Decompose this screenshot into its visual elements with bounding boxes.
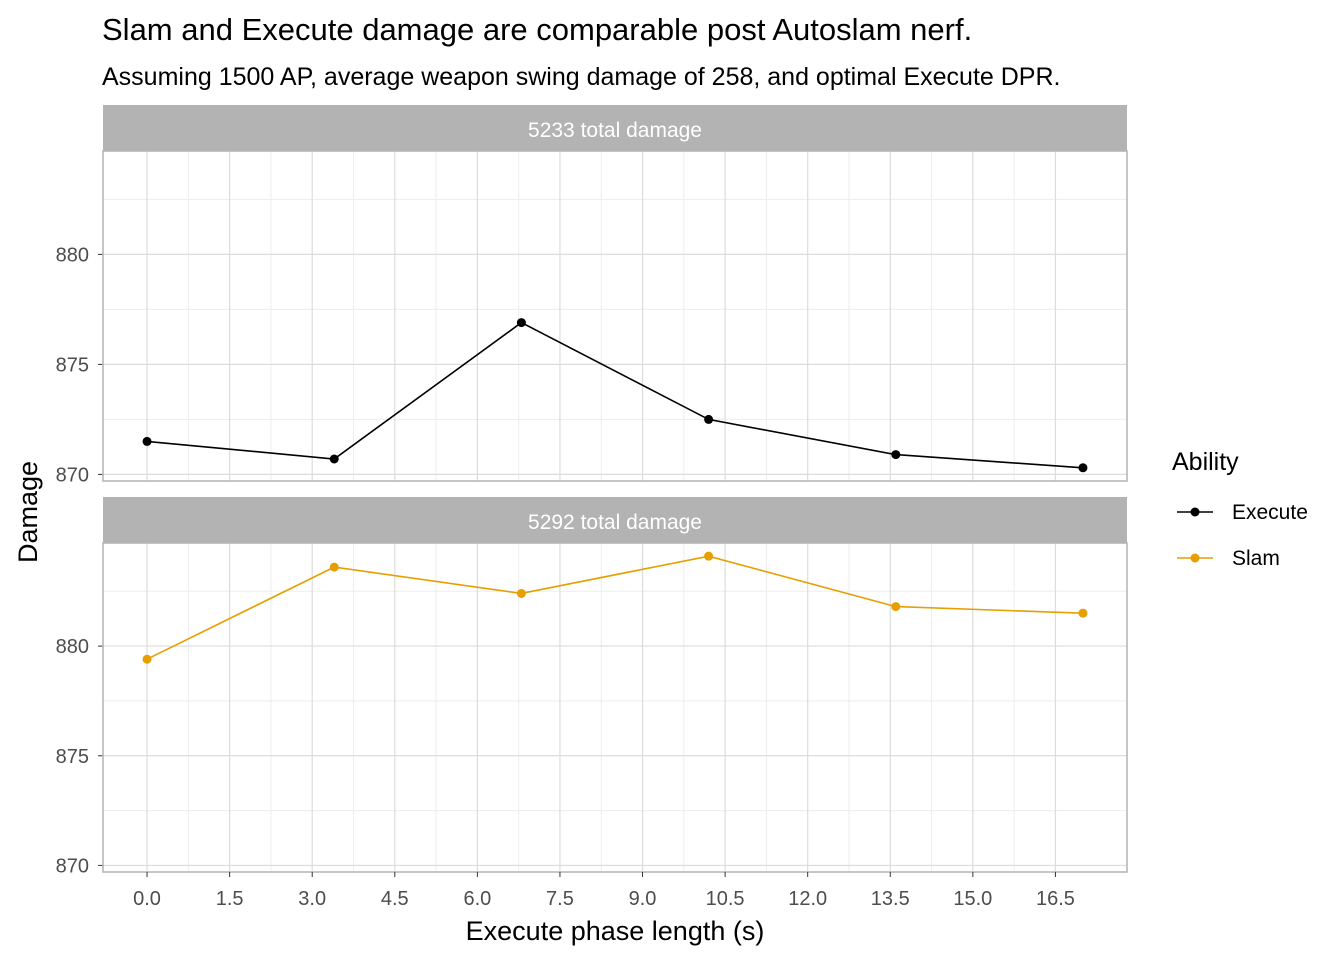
data-point <box>704 414 714 424</box>
legend-key-point <box>1190 553 1200 563</box>
legend-item-slam: Slam <box>1177 547 1280 570</box>
y-tick-label: 870 <box>56 855 89 877</box>
data-point <box>329 562 339 572</box>
y-tick-label: 880 <box>56 244 89 266</box>
legend-title: Ability <box>1172 448 1239 476</box>
facet-strip <box>103 497 1127 543</box>
x-tick-label: 4.5 <box>381 888 409 910</box>
x-tick-label: 3.0 <box>298 888 326 910</box>
plot-area: 5233 total damage 870 875 880 5292 total dam… <box>56 105 1128 910</box>
chart-title: Slam and Execute damage are comparable p… <box>102 12 972 47</box>
panel-border <box>102 542 1128 873</box>
data-point <box>329 454 339 464</box>
chart-subtitle: Assuming 1500 AP, average weapon swing d… <box>102 63 1060 91</box>
x-tick-label: 0.0 <box>133 888 161 910</box>
legend-key-point <box>1190 507 1200 517</box>
facet-strip-label: 5292 total damage <box>528 511 702 534</box>
x-tick-label: 16.5 <box>1036 888 1075 910</box>
legend-label: Slam <box>1232 547 1280 570</box>
y-tick-label: 875 <box>56 354 89 376</box>
y-tick-label: 875 <box>56 746 89 768</box>
y-axis-title: Damage <box>13 461 43 563</box>
legend-item-execute: Execute <box>1177 501 1308 524</box>
facet-strip <box>103 105 1127 151</box>
data-point <box>516 588 526 598</box>
x-tick-label: 12.0 <box>788 888 827 910</box>
data-point <box>891 450 901 460</box>
y-tick-label: 880 <box>56 636 89 658</box>
legend-label: Execute <box>1232 501 1308 524</box>
x-tick-label: 10.5 <box>706 888 745 910</box>
x-tick-label: 15.0 <box>953 888 992 910</box>
legend: Ability Execute Slam <box>1172 448 1308 570</box>
x-tick-label: 7.5 <box>546 888 574 910</box>
series-line-slam <box>146 555 1084 660</box>
x-tick-label: 6.0 <box>463 888 491 910</box>
series-line-execute <box>146 321 1084 469</box>
x-tick-label: 13.5 <box>871 888 910 910</box>
data-point <box>142 654 152 664</box>
data-point <box>142 436 152 446</box>
x-tick-label: 9.0 <box>629 888 657 910</box>
data-point <box>1078 608 1088 618</box>
x-tick-label: 1.5 <box>216 888 244 910</box>
x-axis-title: Execute phase length (s) <box>466 916 765 946</box>
data-point <box>891 602 901 612</box>
data-point <box>704 551 714 561</box>
panel-border <box>102 150 1128 482</box>
y-tick-label: 870 <box>56 464 89 486</box>
data-point <box>1078 463 1088 473</box>
data-point <box>516 318 526 328</box>
facet-strip-label: 5233 total damage <box>528 119 702 142</box>
